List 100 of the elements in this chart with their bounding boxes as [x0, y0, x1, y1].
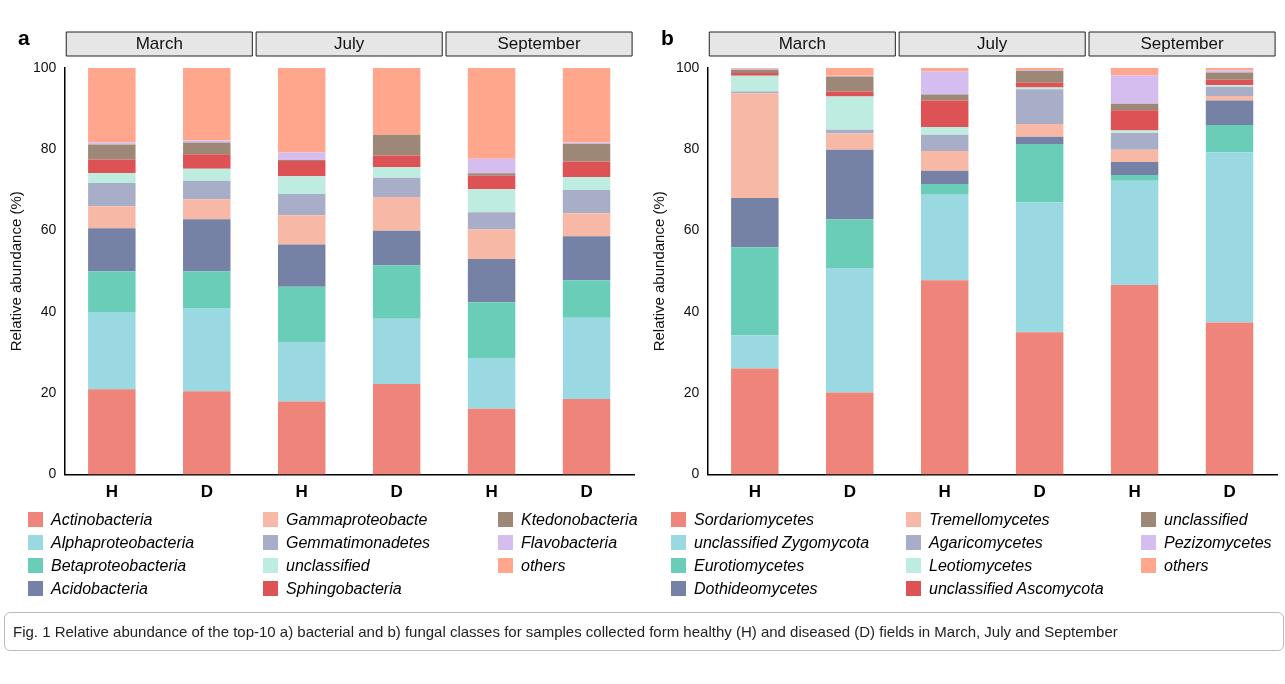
- bar: [1205, 152, 1254, 323]
- legend-label: Pezizomycetes: [1164, 533, 1272, 552]
- bar: [1015, 89, 1064, 125]
- legend-label: Flavobacteria: [521, 533, 618, 552]
- y-tick-label: 60: [683, 221, 700, 238]
- bar: [920, 194, 969, 281]
- legend-label: Alphaproteobacteria: [51, 533, 195, 552]
- bar: [1015, 82, 1064, 88]
- y-tick-label: 80: [683, 140, 700, 157]
- bar: [1110, 75, 1159, 104]
- bar: [88, 206, 136, 229]
- bar: [277, 215, 326, 245]
- bar: [183, 154, 231, 169]
- x-tick-label: H: [938, 482, 951, 502]
- bar: [1015, 70, 1064, 83]
- bar: [372, 177, 421, 197]
- bar: [1110, 103, 1159, 111]
- y-axis-title: Relative abundance (%): [7, 191, 25, 352]
- bar: [1110, 110, 1159, 131]
- bar: [467, 212, 516, 230]
- bar: [1015, 124, 1064, 137]
- legend-label: Agaricomycetes: [929, 533, 1043, 552]
- bar: [920, 170, 969, 184]
- legend-label: Actinobacteria: [51, 510, 153, 529]
- bar: [372, 155, 421, 168]
- x-tick-label: H: [1128, 482, 1141, 502]
- bar: [562, 317, 611, 399]
- x-tick-label: D: [200, 482, 213, 502]
- x-tick-label: D: [843, 482, 856, 502]
- bar: [467, 408, 516, 475]
- bar: [183, 140, 231, 143]
- bar: [920, 183, 969, 195]
- y-tick-label: 0: [691, 465, 700, 482]
- bar: [826, 96, 874, 130]
- bar: [1205, 72, 1254, 80]
- chart-title: b: [661, 26, 674, 50]
- bar: [826, 76, 874, 92]
- y-tick-label: 40: [683, 302, 700, 319]
- x-tick-label: H: [748, 482, 761, 502]
- bar: [826, 133, 874, 150]
- y-tick-label: 100: [676, 58, 700, 75]
- legend-label: Ktedonobacteria: [521, 510, 638, 529]
- bar: [88, 389, 136, 475]
- bar: [88, 228, 136, 272]
- legend-label: unclassified Ascomycota: [929, 579, 1104, 598]
- legend-label: Leotiomycetes: [929, 556, 1033, 575]
- y-axis-title: Relative abundance (%): [650, 191, 668, 352]
- bar: [372, 318, 421, 384]
- legend-label: Gemmatimonadetes: [286, 533, 431, 552]
- bar: [1205, 86, 1254, 97]
- bar: [88, 159, 136, 173]
- text: March: [778, 34, 826, 54]
- bar: [183, 142, 231, 155]
- bar: [183, 199, 231, 220]
- bar: [1110, 285, 1159, 475]
- bar: [920, 94, 969, 101]
- bar: [731, 368, 779, 475]
- bar: [1015, 332, 1064, 475]
- bar: [88, 144, 136, 160]
- bar: [920, 68, 969, 72]
- bar: [1110, 133, 1159, 150]
- bar: [1110, 149, 1159, 162]
- bar: [183, 68, 231, 141]
- bar: [467, 357, 516, 409]
- bar: [467, 229, 516, 260]
- bar: [467, 189, 516, 213]
- bar: [826, 392, 874, 475]
- bar: [1205, 124, 1254, 153]
- bar: [277, 401, 326, 475]
- bar: [88, 172, 136, 184]
- bar: [88, 183, 136, 207]
- bar: [88, 311, 136, 390]
- bar: [562, 161, 611, 177]
- bar: [920, 71, 969, 95]
- bar: [183, 219, 231, 272]
- bar: [1015, 202, 1064, 333]
- bar: [372, 230, 421, 266]
- chart-title: a: [18, 26, 30, 50]
- bar: [467, 302, 516, 358]
- bar: [277, 161, 326, 177]
- bar: [920, 150, 969, 171]
- bar: [1015, 144, 1064, 203]
- bar: [1205, 79, 1254, 86]
- bar: [1015, 136, 1064, 145]
- x-tick-label: H: [295, 482, 308, 502]
- bar: [826, 219, 874, 269]
- bar: [731, 198, 779, 248]
- bar: [731, 247, 779, 336]
- bar: [467, 68, 516, 159]
- bar: [562, 398, 611, 475]
- legend-label: Gammaproteobacte: [286, 510, 428, 529]
- y-tick-label: 0: [48, 465, 57, 482]
- bar: [920, 100, 969, 127]
- legend-label: Eurotiomycetes: [694, 556, 805, 575]
- x-tick-label: H: [105, 482, 118, 502]
- legend-label: others: [521, 556, 566, 575]
- bar: [920, 134, 969, 151]
- x-tick-label: H: [485, 482, 498, 502]
- bar: [1205, 96, 1254, 101]
- y-tick-label: 80: [40, 140, 57, 157]
